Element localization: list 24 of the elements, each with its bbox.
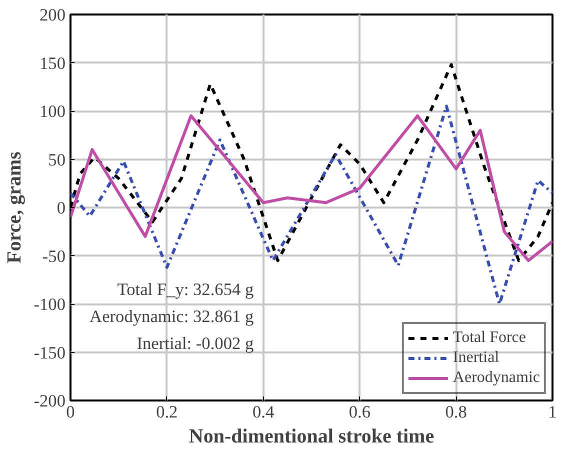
x-tick-label: 0.4 xyxy=(252,402,274,422)
y-tick-label: 50 xyxy=(48,150,66,170)
x-tick-label: 1 xyxy=(548,402,557,422)
line-series xyxy=(70,114,552,262)
y-tick-label: 100 xyxy=(40,102,66,121)
annotation: Aerodynamic: 32.861 g xyxy=(90,307,254,326)
annotation: Inertial: -0.002 g xyxy=(136,334,254,354)
y-tick-label: -150 xyxy=(34,343,66,362)
y-axis-title: Force, grams xyxy=(4,151,26,264)
line-series xyxy=(70,104,552,306)
y-tick-label: 150 xyxy=(40,54,66,73)
annotation: Total F_y: 32.654 g xyxy=(117,280,254,300)
x-tick-label: 0.6 xyxy=(348,402,371,422)
x-axis-title: Non-dimentional stroke time xyxy=(188,426,434,448)
y-tick-label: 0 xyxy=(56,198,66,218)
legend-label: Inertial xyxy=(452,349,500,367)
y-tick-label: 200 xyxy=(40,6,66,24)
y-tick-label: -50 xyxy=(42,246,66,266)
y-tick-label: -200 xyxy=(34,392,66,410)
x-tick-label: 0.8 xyxy=(445,402,467,422)
legend-label: Total Force xyxy=(452,329,526,347)
x-tick-label: 0.2 xyxy=(156,402,178,422)
legend-label: Aerodynamic xyxy=(452,369,540,387)
y-tick-label: -100 xyxy=(34,295,66,314)
